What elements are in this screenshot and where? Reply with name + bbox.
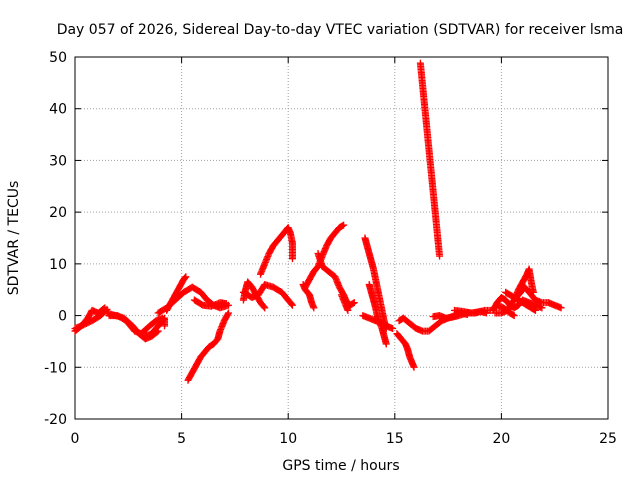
data-points — [71, 59, 565, 384]
series-arc-5 — [141, 314, 169, 340]
x-tick-label: 15 — [386, 431, 404, 447]
series-arc-15 — [314, 250, 358, 309]
data-point — [389, 325, 397, 332]
series-outliers — [416, 59, 444, 260]
data-point — [161, 322, 169, 330]
data-point — [288, 300, 296, 308]
series-arc-27 — [502, 288, 540, 314]
series-arc-19 — [359, 312, 397, 332]
data-point — [224, 310, 232, 318]
data-point — [261, 304, 269, 312]
y-tick-label: -20 — [44, 412, 67, 428]
x-axis-label: GPS time / hours — [282, 458, 399, 474]
data-point — [225, 309, 233, 317]
data-point — [482, 309, 490, 317]
x-tick-label: 10 — [279, 431, 297, 447]
x-tick-labels: 0 5 10 15 20 25 — [71, 431, 617, 447]
data-point — [288, 301, 296, 309]
axis-ticks — [74, 56, 609, 420]
data-point — [182, 273, 190, 281]
x-tick-label: 5 — [177, 431, 186, 447]
data-point — [340, 221, 348, 229]
y-tick-labels: -20 -10 0 10 20 30 40 50 — [44, 50, 67, 428]
y-tick-label: 50 — [49, 50, 67, 66]
y-tick-label: -10 — [44, 360, 67, 376]
y-tick-label: 30 — [49, 153, 67, 169]
series-arc-21 — [395, 309, 471, 335]
data-point — [344, 306, 352, 314]
series-arc-16 — [338, 291, 352, 314]
series-arc-4 — [105, 312, 166, 338]
x-tick-label: 0 — [71, 431, 80, 447]
data-point — [557, 304, 565, 312]
data-point — [310, 304, 318, 312]
series-arc-23 — [450, 306, 490, 317]
data-point — [436, 252, 444, 260]
y-axis-label: SDTVAR / TECUs — [6, 181, 22, 296]
data-point — [382, 340, 390, 348]
x-tick-label: 20 — [492, 431, 510, 447]
data-point — [529, 288, 537, 296]
y-tick-label: 0 — [58, 309, 67, 325]
data-point — [410, 363, 418, 371]
y-tick-label: 20 — [49, 205, 67, 221]
series-arc-12 — [256, 224, 296, 278]
series-arc-9 — [184, 309, 233, 384]
data-point — [350, 299, 358, 307]
series-arc-11 — [239, 281, 296, 309]
chart-title: Day 057 of 2026, Sidereal Day-to-day VTE… — [57, 22, 624, 38]
y-tick-label: 40 — [49, 102, 67, 118]
data-point — [532, 306, 540, 314]
data-point — [181, 274, 189, 282]
series-arc-8 — [190, 296, 230, 310]
data-point — [510, 312, 518, 320]
y-tick-label: 10 — [49, 257, 67, 273]
series-arc-28 — [493, 301, 518, 320]
data-point — [288, 255, 296, 263]
x-tick-label: 25 — [599, 431, 617, 447]
data-point — [222, 300, 230, 308]
data-point — [260, 303, 268, 311]
grid — [75, 57, 608, 419]
series-arc-14 — [301, 221, 348, 291]
plot-frame — [74, 56, 609, 420]
series-arc-20 — [393, 330, 418, 371]
